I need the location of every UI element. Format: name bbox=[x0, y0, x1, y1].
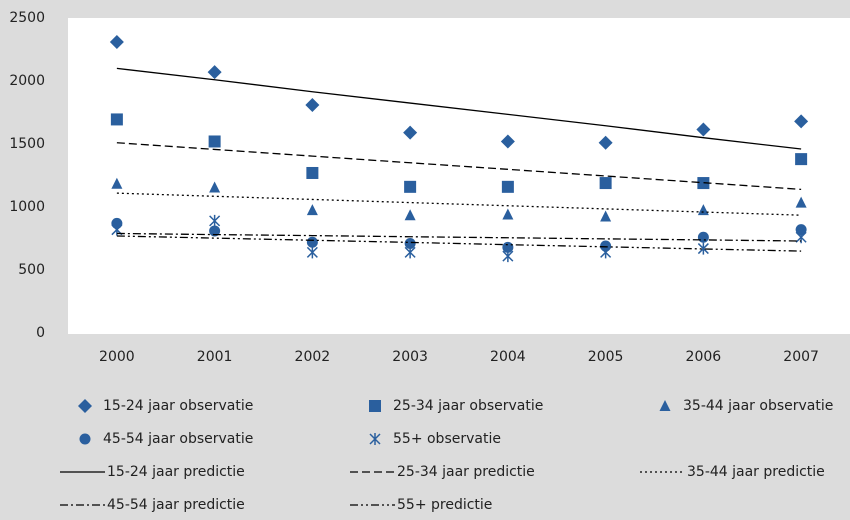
data-point bbox=[697, 177, 710, 190]
legend-label: 55+ predictie bbox=[397, 497, 492, 513]
legend-label: 45-54 jaar observatie bbox=[103, 431, 253, 447]
legend-marker bbox=[78, 399, 92, 413]
data-point bbox=[404, 238, 416, 250]
trend-line bbox=[116, 232, 802, 242]
data-point bbox=[795, 224, 807, 236]
data-point bbox=[404, 209, 416, 221]
data-point bbox=[502, 250, 514, 263]
data-point bbox=[306, 166, 319, 179]
data-point bbox=[500, 134, 515, 149]
y-tick-label: 2000 bbox=[9, 73, 45, 89]
data-point bbox=[795, 196, 807, 208]
data-point bbox=[599, 177, 612, 190]
plot-area bbox=[68, 18, 850, 334]
data-point bbox=[403, 125, 418, 140]
data-point bbox=[306, 246, 318, 259]
x-tick-label: 2006 bbox=[686, 349, 722, 365]
legend-label: 55+ observatie bbox=[393, 431, 501, 447]
data-point bbox=[209, 181, 221, 193]
data-point bbox=[795, 231, 807, 244]
x-tick-label: 2007 bbox=[783, 349, 819, 365]
legend-marker bbox=[369, 400, 381, 412]
y-tick-label: 500 bbox=[18, 262, 45, 278]
legend-label: 25-34 jaar observatie bbox=[393, 398, 543, 414]
legend-label: 35-44 jaar predictie bbox=[687, 464, 825, 480]
data-point bbox=[501, 180, 514, 193]
data-point bbox=[207, 65, 222, 80]
data-point bbox=[502, 241, 514, 253]
data-point bbox=[598, 135, 613, 150]
legend-marker bbox=[659, 400, 671, 411]
data-point bbox=[794, 114, 809, 129]
data-point bbox=[600, 210, 612, 222]
data-point bbox=[305, 97, 320, 112]
trend-line bbox=[116, 67, 802, 150]
data-point bbox=[697, 242, 709, 255]
y-tick-label: 2500 bbox=[9, 10, 45, 26]
legend-marker bbox=[79, 433, 91, 445]
x-tick-label: 2005 bbox=[588, 349, 624, 365]
data-point bbox=[306, 204, 318, 216]
data-point bbox=[306, 236, 318, 248]
data-point bbox=[209, 225, 221, 237]
x-tick-label: 2004 bbox=[490, 349, 526, 365]
data-point bbox=[208, 135, 221, 148]
data-point bbox=[795, 153, 808, 166]
y-tick-label: 1500 bbox=[9, 136, 45, 152]
trend-line bbox=[116, 192, 802, 216]
data-point bbox=[209, 214, 221, 227]
y-tick-label: 1000 bbox=[9, 199, 45, 215]
data-point bbox=[502, 208, 514, 220]
legend-label: 15-24 jaar observatie bbox=[103, 398, 253, 414]
x-tick-label: 2003 bbox=[392, 349, 428, 365]
x-tick-label: 2002 bbox=[295, 349, 331, 365]
x-tick-label: 2001 bbox=[197, 349, 233, 365]
trend-line bbox=[116, 235, 802, 252]
trend-line bbox=[116, 142, 802, 191]
legend-label: 15-24 jaar predictie bbox=[107, 464, 245, 480]
data-point bbox=[600, 246, 612, 259]
data-point bbox=[697, 231, 709, 243]
data-point bbox=[404, 180, 417, 193]
legend-label: 35-44 jaar observatie bbox=[683, 398, 833, 414]
data-point bbox=[696, 122, 711, 137]
data-point bbox=[404, 246, 416, 259]
data-point bbox=[110, 113, 123, 126]
legend-label: 45-54 jaar predictie bbox=[107, 497, 245, 513]
y-tick-label: 0 bbox=[36, 325, 45, 341]
legend-label: 25-34 jaar predictie bbox=[397, 464, 535, 480]
data-point bbox=[111, 177, 123, 189]
legend-marker bbox=[369, 433, 381, 445]
data-point bbox=[109, 34, 124, 49]
data-point bbox=[697, 204, 709, 216]
x-tick-label: 2000 bbox=[99, 349, 135, 365]
